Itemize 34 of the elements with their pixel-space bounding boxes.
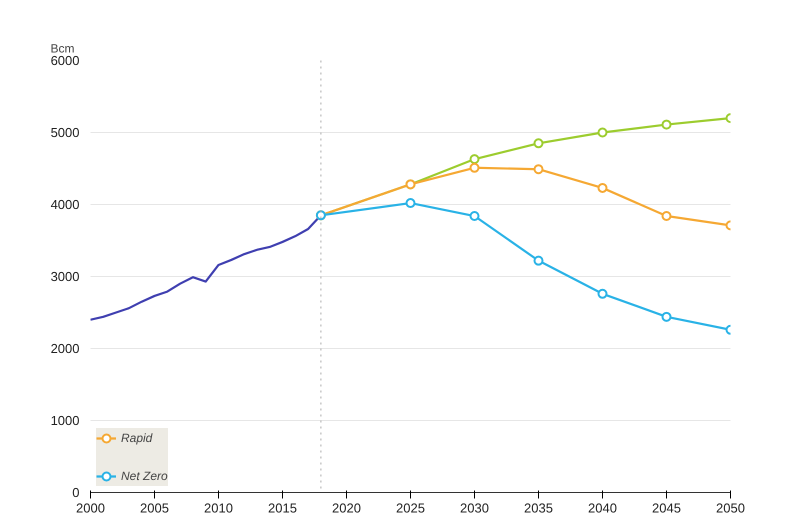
y-tick-label: 1000: [50, 413, 80, 428]
x-tick-label: 2015: [268, 500, 297, 516]
point: [470, 162, 480, 173]
point: [534, 138, 544, 148]
point: [470, 154, 480, 164]
point: [662, 120, 672, 130]
point: [534, 164, 544, 174]
y-tick-label: 0: [72, 485, 80, 500]
x-tick-label: 2045: [652, 500, 681, 516]
y-tick-label: 4000: [50, 197, 80, 212]
y-axis-title: Bcm: [50, 42, 75, 56]
x-tick-label: 2025: [396, 500, 425, 516]
y-tick-label: 6000: [50, 53, 80, 68]
point: [598, 288, 608, 299]
point: [534, 256, 544, 266]
point: [598, 182, 608, 193]
y-tick-label: 2000: [50, 341, 80, 356]
x-tick-label: 2010: [204, 500, 233, 516]
x-tick-label: 2020: [332, 500, 361, 516]
legend-label: Rapid: [121, 431, 152, 445]
y-tick-label: 3000: [50, 269, 80, 284]
x-tick-label: 2040: [588, 500, 617, 516]
point: [662, 312, 672, 322]
x-tick-label: 2035: [524, 500, 553, 516]
x-tick-label: 2050: [716, 500, 745, 516]
legend-label: Net Zero: [121, 469, 168, 483]
x-tick-label: 2030: [460, 500, 489, 516]
point: [598, 128, 608, 138]
point: [406, 198, 416, 208]
point: [470, 211, 480, 222]
point: [662, 211, 672, 222]
x-tick-label: 2000: [76, 500, 105, 516]
x-tick-label: 2005: [140, 500, 169, 516]
y-tick-label: 5000: [50, 125, 80, 140]
